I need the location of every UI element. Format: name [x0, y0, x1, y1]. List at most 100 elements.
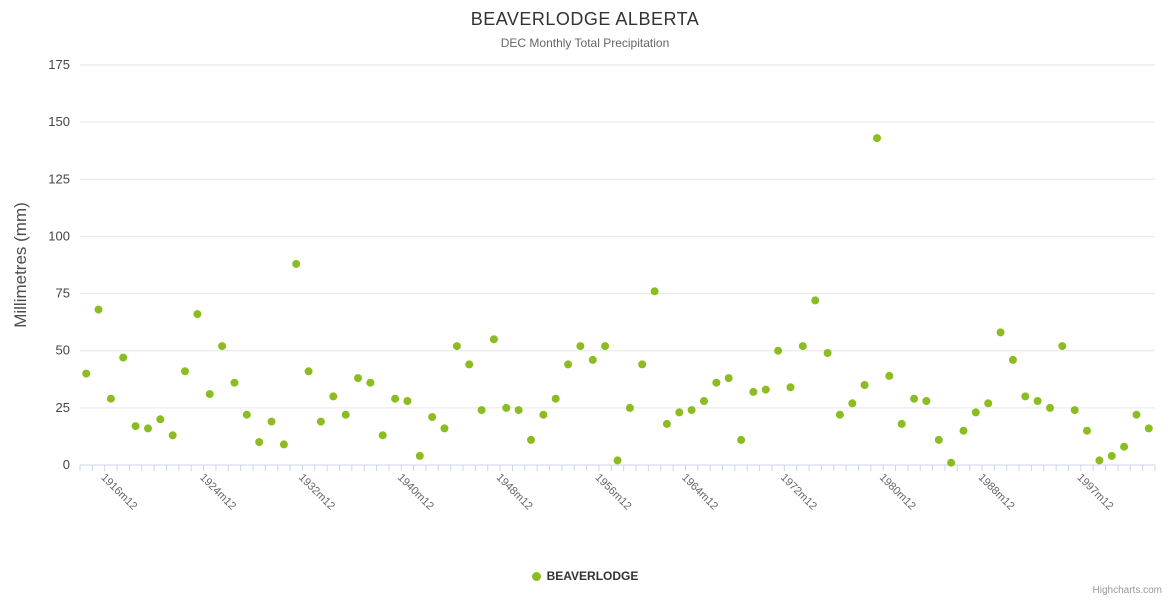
data-point[interactable] [835, 410, 844, 419]
data-point[interactable] [724, 374, 733, 383]
data-point[interactable] [823, 349, 832, 357]
data-point[interactable] [1058, 342, 1067, 351]
data-point[interactable] [1107, 451, 1116, 460]
data-point[interactable] [1046, 403, 1054, 412]
data-point[interactable] [811, 296, 820, 305]
data-point[interactable] [749, 387, 758, 396]
data-point[interactable] [452, 342, 461, 351]
x-axis-label: 1948m12 [494, 472, 535, 513]
data-point[interactable] [218, 342, 227, 351]
data-point[interactable] [316, 417, 325, 426]
data-point[interactable] [465, 360, 474, 369]
data-point[interactable] [922, 397, 931, 405]
data-point[interactable] [1083, 426, 1091, 435]
data-point[interactable] [1120, 442, 1129, 451]
data-point[interactable] [255, 438, 264, 447]
data-point[interactable] [440, 424, 449, 433]
data-point[interactable] [193, 310, 202, 319]
data-point[interactable] [378, 431, 387, 440]
data-point[interactable] [959, 426, 968, 435]
data-point[interactable] [897, 419, 906, 428]
data-point[interactable] [971, 408, 980, 417]
data-point[interactable] [156, 415, 165, 424]
data-point[interactable] [1033, 397, 1042, 405]
data-point[interactable] [675, 408, 684, 417]
x-axis-label: 1940m12 [395, 472, 436, 513]
data-point[interactable] [774, 346, 783, 355]
data-point[interactable] [885, 371, 894, 380]
data-point[interactable] [984, 399, 993, 408]
data-point[interactable] [403, 397, 412, 405]
data-point[interactable] [687, 406, 696, 415]
data-point[interactable] [514, 406, 523, 415]
data-point[interactable] [144, 424, 152, 433]
data-point[interactable] [737, 435, 746, 444]
data-point[interactable] [267, 417, 276, 426]
data-point[interactable] [650, 287, 659, 296]
data-point[interactable] [947, 458, 956, 467]
data-point[interactable] [551, 394, 560, 403]
data-point[interactable] [539, 410, 548, 419]
data-point[interactable] [625, 403, 634, 412]
legend-item-beaverlodge[interactable]: BEAVERLODGE [0, 569, 1170, 583]
data-point[interactable] [205, 390, 214, 399]
data-point[interactable] [242, 410, 251, 419]
data-point[interactable] [131, 422, 140, 431]
x-axis-label: 1988m12 [976, 472, 1017, 513]
data-point[interactable] [564, 360, 573, 369]
data-point[interactable] [391, 394, 400, 403]
data-point[interactable] [415, 451, 424, 460]
data-point[interactable] [910, 394, 919, 403]
data-point[interactable] [527, 435, 535, 444]
data-point[interactable] [1008, 355, 1017, 364]
data-point[interactable] [1095, 456, 1104, 465]
data-point[interactable] [1021, 392, 1030, 401]
data-point[interactable] [613, 456, 622, 465]
data-point[interactable] [502, 403, 511, 412]
data-point[interactable] [662, 419, 671, 428]
data-point[interactable] [638, 360, 647, 369]
data-point[interactable] [168, 431, 177, 440]
y-axis-label: 50 [56, 343, 70, 358]
y-axis-label: 75 [56, 286, 70, 301]
data-point[interactable] [106, 394, 115, 403]
data-point[interactable] [477, 406, 486, 415]
chart-subtitle: DEC Monthly Total Precipitation [500, 36, 670, 50]
data-point[interactable] [82, 369, 91, 378]
data-point[interactable] [576, 342, 585, 351]
legend-marker-icon [531, 571, 541, 581]
data-point[interactable] [354, 374, 362, 383]
data-point[interactable] [700, 397, 708, 405]
data-point[interactable] [329, 392, 338, 401]
data-point[interactable] [761, 385, 770, 394]
data-point[interactable] [94, 305, 103, 314]
legend-series-label: BEAVERLODGE [546, 569, 639, 583]
highcharts-credits-link[interactable]: Highcharts.com [1092, 585, 1162, 596]
y-axis-label: 175 [48, 57, 70, 72]
data-point[interactable] [860, 381, 869, 389]
data-point[interactable] [1144, 424, 1153, 433]
data-point[interactable] [292, 259, 301, 268]
data-point[interactable] [230, 378, 239, 387]
data-point[interactable] [996, 328, 1005, 337]
data-point[interactable] [712, 378, 721, 387]
data-point[interactable] [798, 342, 807, 351]
data-point[interactable] [428, 413, 437, 421]
data-point[interactable] [1132, 410, 1141, 419]
data-point[interactable] [873, 134, 881, 143]
data-point[interactable] [601, 342, 610, 351]
data-point[interactable] [848, 399, 857, 408]
data-point[interactable] [341, 410, 350, 419]
data-point[interactable] [489, 335, 498, 344]
data-point[interactable] [304, 367, 313, 376]
data-point[interactable] [786, 383, 795, 392]
data-point[interactable] [588, 355, 597, 364]
data-point[interactable] [1070, 406, 1079, 415]
data-point[interactable] [934, 435, 943, 444]
data-point[interactable] [279, 440, 288, 449]
x-axis-label: 1916m12 [98, 472, 139, 513]
data-point[interactable] [181, 367, 189, 376]
data-point[interactable] [366, 378, 375, 387]
data-point[interactable] [119, 353, 128, 362]
